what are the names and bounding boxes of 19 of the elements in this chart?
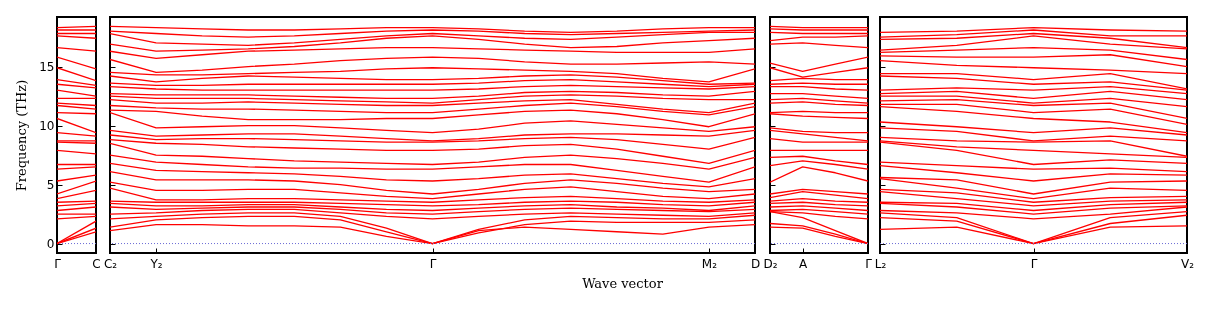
x-axis-title: Wave vector [582,275,664,291]
x-tick-label: L₂ [874,256,887,271]
x-tick-label: C [92,256,101,271]
x-tick-label: M₂ [701,256,718,271]
x-tick-label: Γ [54,256,62,271]
y-tick-label: 10 [39,119,55,134]
x-tick-label: D₂ [763,256,778,271]
x-tick-label: Γ [1030,256,1038,271]
y-tick-label: 15 [39,60,55,75]
x-tick-label: Γ [865,256,873,271]
y-axis-title: Frequency (THz) [14,79,30,192]
x-tick-label: C₂ [103,256,118,271]
y-tick-label: 0 [46,237,55,252]
x-tick-label: Γ [429,256,437,271]
x-tick-label: D [750,256,761,271]
x-tick-label: Y₂ [149,256,163,271]
x-tick-label: V₂ [1180,256,1195,271]
y-tick-label: 5 [46,178,55,193]
x-tick-label: A [799,256,809,271]
